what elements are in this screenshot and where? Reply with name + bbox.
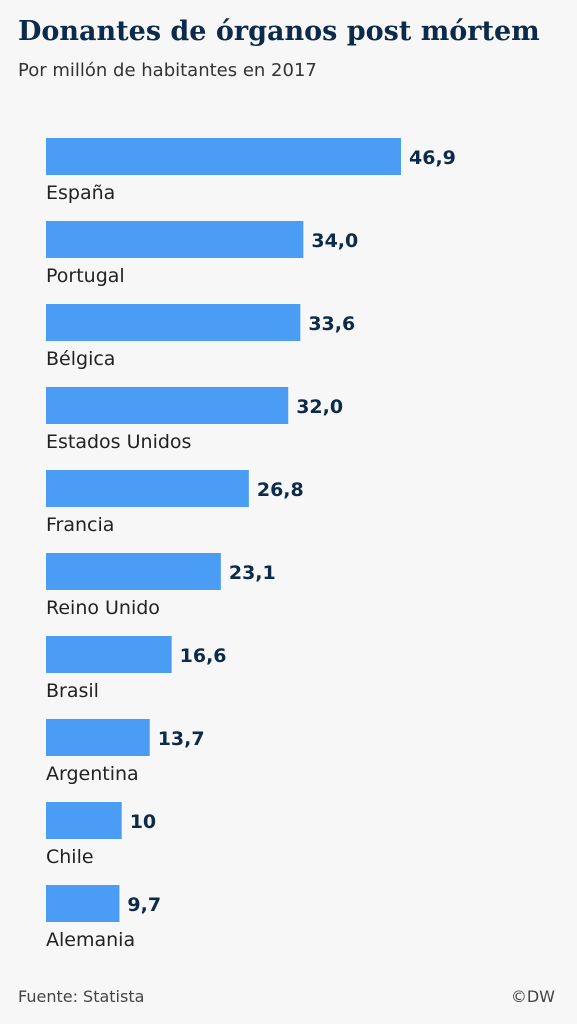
category-label: Argentina	[46, 763, 139, 785]
bar	[46, 221, 304, 258]
bar-value-label: 10	[130, 811, 156, 833]
category-label: Portugal	[46, 265, 125, 287]
bar-value-label: 13,7	[158, 728, 205, 750]
source-note: Fuente: Statista	[18, 987, 145, 1006]
bar-value-label: 32,0	[296, 396, 343, 418]
bar-value-label: 26,8	[257, 479, 304, 501]
bar	[46, 553, 221, 590]
bar-chart: 46,9 España 34,0 Portugal 33,6 Bélgica 32,0 Est…	[46, 138, 456, 951]
category-label: Reino Unido	[46, 597, 160, 619]
category-label: Brasil	[46, 680, 99, 702]
category-label: Estados Unidos	[46, 431, 191, 453]
bar	[46, 802, 122, 839]
category-label: Chile	[46, 846, 94, 868]
category-label: España	[46, 182, 115, 204]
category-label: Francia	[46, 514, 114, 536]
bar-value-label: 46,9	[409, 147, 456, 169]
bar	[46, 470, 249, 507]
bar	[46, 138, 401, 175]
credit-note: ©DW	[510, 987, 555, 1006]
bar-value-label: 33,6	[308, 313, 355, 335]
bar-value-label: 23,1	[229, 562, 276, 584]
category-label: Bélgica	[46, 348, 115, 370]
chart-subtitle: Por millón de habitantes en 2017	[18, 60, 317, 81]
bar	[46, 387, 289, 424]
bar	[46, 885, 120, 922]
bar	[46, 636, 172, 673]
bar-value-label: 9,7	[127, 894, 161, 916]
chart-title: Donantes de órganos post mórtem	[18, 16, 540, 47]
bar-value-label: 16,6	[180, 645, 227, 667]
bar	[46, 304, 301, 341]
bar-value-label: 34,0	[311, 230, 358, 252]
bar	[46, 719, 150, 756]
category-label: Alemania	[46, 929, 135, 951]
